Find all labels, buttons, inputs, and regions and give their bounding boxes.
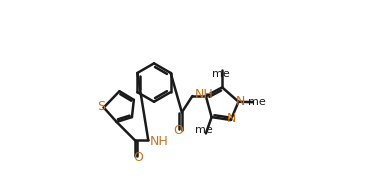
Text: N: N [236,95,245,108]
Text: S: S [97,100,105,113]
Text: me: me [195,125,213,135]
Text: me: me [248,97,266,107]
Text: O: O [133,151,143,164]
Text: NH: NH [195,88,213,101]
Text: NH: NH [150,135,169,148]
Text: me: me [212,69,229,79]
Text: N: N [227,112,237,125]
Text: O: O [173,124,183,137]
